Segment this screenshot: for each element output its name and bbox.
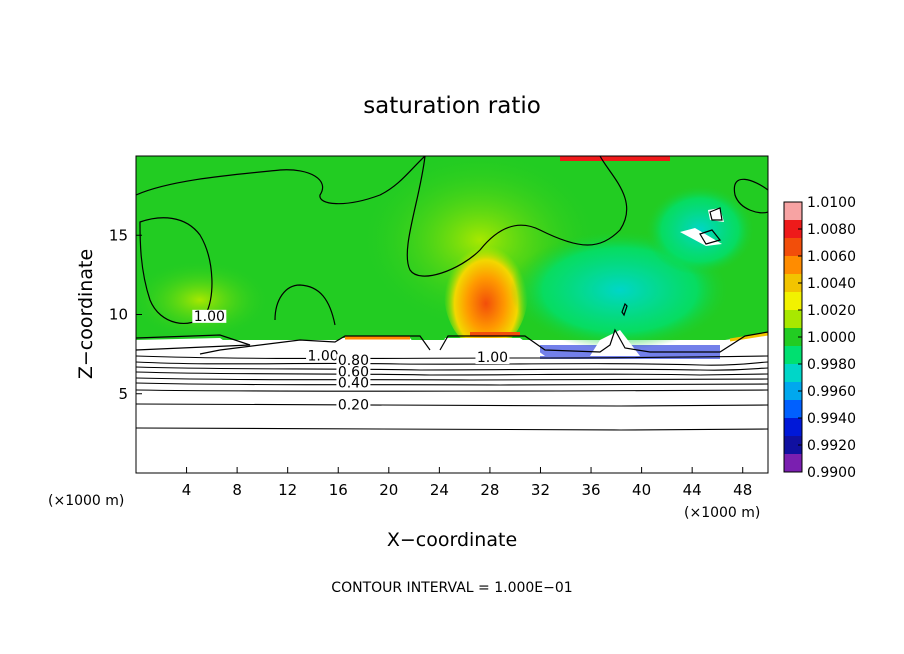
plume-core — [444, 234, 528, 350]
x-tick-label: 24 — [430, 481, 449, 499]
contour-label-bg — [336, 376, 371, 390]
colorbar-swatch — [784, 346, 802, 365]
light-green-region — [136, 260, 270, 340]
dry-region — [440, 338, 545, 356]
x-axis-ticks: 4 8 12 16 20 24 28 32 36 40 44 48 — [182, 467, 752, 499]
contour-label-bg — [192, 309, 227, 323]
colorbar-swatch — [784, 436, 802, 455]
chart-title: saturation ratio — [363, 93, 541, 119]
y-axis-ticks: 5 10 15 — [109, 226, 142, 403]
dry-region — [590, 330, 640, 356]
x-tick-label: 36 — [581, 481, 600, 499]
subsaturated-cyan-region — [645, 185, 755, 275]
colorbar-label: 0.9920 — [807, 438, 856, 454]
x-tick-label: 4 — [182, 481, 192, 499]
contour-label-bg — [336, 398, 371, 412]
x-tick-label: 20 — [379, 481, 398, 499]
x-tick-label: 40 — [632, 481, 651, 499]
contour-label: 0.80 — [338, 353, 369, 369]
x-tick-label: 16 — [329, 481, 348, 499]
colorbar-swatch — [784, 328, 802, 347]
x-tick-label: 28 — [480, 481, 499, 499]
contour-label: 0.20 — [338, 398, 369, 414]
x-units-left: (×1000 m) — [48, 493, 124, 509]
x-tick-label: 44 — [683, 481, 702, 499]
y-axis-label: Z−coordinate — [75, 249, 97, 379]
contour-label-bg — [336, 365, 371, 379]
contour-label: 1.00 — [477, 350, 508, 366]
colorbar-swatch — [784, 220, 802, 239]
colorbar-label: 0.9940 — [807, 411, 856, 427]
contour-lines-100 — [136, 156, 768, 355]
colorbar-swatch — [784, 400, 802, 419]
colorbar-swatch — [784, 364, 802, 383]
contour-labels: 1.001.00 0.800.600.400.201.00 — [192, 309, 510, 414]
contour-label: 0.40 — [338, 375, 369, 391]
colorbar-label: 0.9960 — [807, 384, 856, 400]
dry-region — [330, 338, 425, 356]
x-tick-label: 32 — [531, 481, 550, 499]
x-tick-label: 48 — [733, 481, 752, 499]
contour-label: 1.00 — [194, 309, 225, 325]
colorbar-swatch — [784, 292, 802, 311]
colorbar-swatch — [784, 382, 802, 401]
colorbar-label: 0.9980 — [807, 357, 856, 373]
y-tick-label: 10 — [109, 306, 128, 324]
colorbar-swatch — [784, 256, 802, 275]
y-tick-label: 15 — [109, 226, 128, 244]
top-red-band — [560, 156, 670, 161]
colorbar: 1.0100 1.0080 1.0060 1.0040 1.0020 1.0000 0.99… — [783, 195, 856, 481]
colorbar-label: 1.0020 — [807, 303, 856, 319]
colorbar-label: 1.0000 — [807, 330, 856, 346]
colorbar-label: 1.0080 — [807, 222, 856, 238]
x-tick-label: 8 — [232, 481, 242, 499]
colorbar-swatch — [784, 418, 802, 437]
contour-label: 1.00 — [307, 348, 338, 364]
x-units-right: (×1000 m) — [684, 505, 760, 521]
contour-label-bg — [306, 349, 341, 363]
plot-area — [136, 156, 768, 473]
colorbar-swatch — [784, 274, 802, 293]
orange-edge — [729, 332, 768, 342]
colorbar-swatch — [784, 310, 802, 329]
colorbar-label: 1.0100 — [807, 195, 856, 211]
contour-label-bg — [336, 354, 371, 368]
x-axis-label: X−coordinate — [387, 529, 517, 551]
contour-label: 0.60 — [338, 364, 369, 380]
y-tick-label: 5 — [118, 385, 128, 403]
contour-label-bg — [475, 351, 510, 365]
colorbar-swatch — [784, 202, 802, 221]
colorbar-swatch — [784, 454, 802, 473]
colorbar-label: 1.0040 — [807, 276, 856, 292]
colorbar-label: 1.0060 — [807, 249, 856, 265]
x-tick-label: 12 — [278, 481, 297, 499]
colorbar-label: 0.9900 — [807, 465, 856, 481]
dry-region — [680, 228, 722, 246]
contour-interval-note: CONTOUR INTERVAL = 1.000E−01 — [331, 580, 572, 596]
colorbar-swatch — [784, 238, 802, 257]
